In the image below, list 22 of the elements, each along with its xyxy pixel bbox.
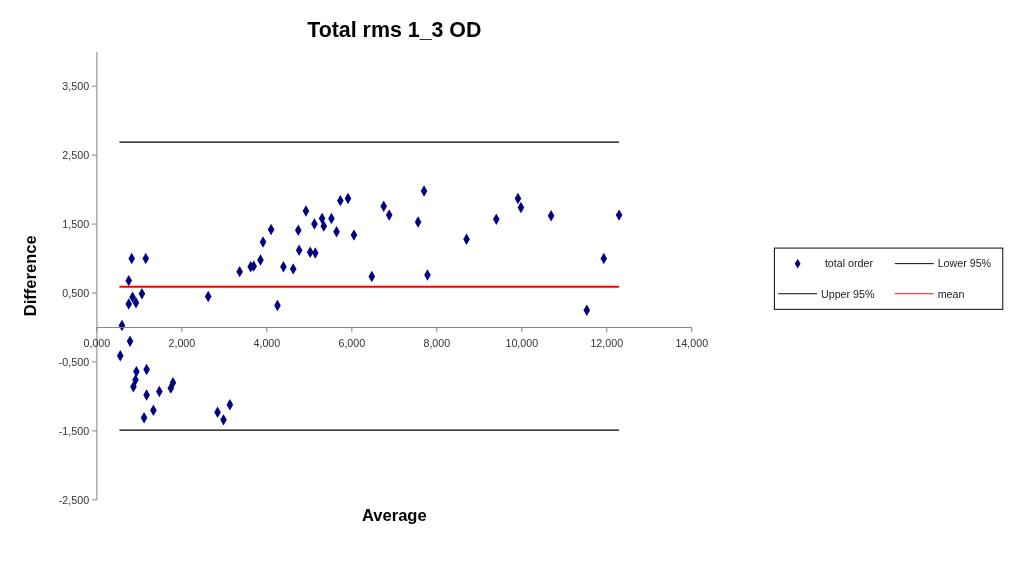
- x-axis-title: Average: [362, 506, 427, 526]
- y-tick-label: -1,500: [58, 424, 90, 437]
- y-tick-label: 0,500: [62, 286, 90, 299]
- y-axis-title: Difference: [20, 235, 40, 317]
- x-tick-label: 12,000: [590, 336, 624, 349]
- legend-label: Upper 95%: [821, 287, 875, 300]
- x-tick-label: 6,000: [338, 336, 366, 349]
- x-tick-label: 0,000: [83, 336, 111, 349]
- y-tick-label: -2,500: [58, 493, 90, 506]
- x-tick-label: 10,000: [505, 336, 539, 349]
- legend-label: total order: [824, 257, 874, 270]
- y-tick-label: 1,500: [62, 217, 90, 230]
- x-tick-label: 8,000: [423, 336, 451, 349]
- chart-title: Total rms 1_3 OD: [307, 18, 482, 43]
- y-tick-label: 2,500: [62, 148, 90, 161]
- x-tick-label: 2,000: [168, 336, 196, 349]
- x-tick-label: 14,000: [675, 336, 709, 349]
- y-tick-label: -0,500: [58, 355, 90, 368]
- x-tick-label: 4,000: [253, 336, 281, 349]
- legend-label: Lower 95%: [937, 257, 992, 270]
- y-tick-label: 3,500: [62, 79, 90, 92]
- legend-label: mean: [937, 287, 965, 300]
